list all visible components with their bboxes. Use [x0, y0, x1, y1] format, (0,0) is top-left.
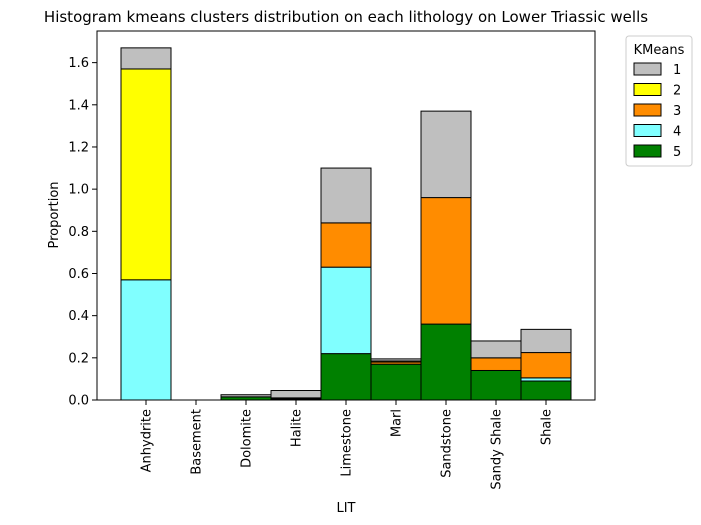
bar-shale-cluster-5: [520, 380, 572, 401]
bar-anhydrite-cluster-2: [120, 68, 172, 281]
bar-limestone-cluster-5: [320, 353, 372, 401]
legend-swatch-cluster-4: [633, 124, 662, 137]
bar-marl-cluster-5: [370, 363, 422, 401]
legend-title: KMeans: [634, 43, 685, 58]
y-axis-label: Proportion: [47, 181, 62, 248]
x-tick-label: Shale: [540, 409, 555, 445]
bar-marl-cluster-1: [370, 358, 422, 362]
legend-label-cluster-5: 5: [673, 145, 681, 160]
chart-title: Histogram kmeans clusters distribution o…: [44, 8, 648, 26]
x-axis: Anhydrite Basement Dolomite Halite Limestone…: [140, 400, 555, 490]
bar-dolomite-cluster-1: [220, 394, 272, 398]
legend-label-cluster-3: 3: [673, 104, 681, 119]
x-tick-label: Limestone: [340, 409, 355, 477]
bar-shale-cluster-1: [520, 328, 572, 354]
legend-swatch-cluster-3: [633, 103, 662, 117]
y-tick-label: 0.2: [68, 351, 89, 366]
x-tick-label: Anhydrite: [140, 409, 155, 472]
bar-sandy-shale-cluster-3: [470, 357, 522, 371]
y-tick-label: 0.8: [68, 225, 89, 240]
bar-sandy-shale-cluster-5: [470, 369, 522, 401]
legend: KMeans 1 2 3 4 5: [625, 35, 693, 167]
legend-label-cluster-2: 2: [673, 84, 681, 99]
bars-layer: [120, 47, 572, 401]
bar-sandy-shale-cluster-1: [470, 340, 522, 359]
bar-sandstone-cluster-1: [420, 110, 472, 199]
x-tick-label: Sandy Shale: [490, 409, 505, 490]
legend-items: 1 2 3 4 5: [633, 62, 681, 160]
bar-anhydrite-cluster-1: [120, 47, 172, 70]
y-tick-label: 0.6: [68, 267, 89, 282]
legend-swatch-cluster-2: [633, 83, 662, 96]
bar-limestone-cluster-3: [320, 222, 372, 268]
x-tick-label: Halite: [290, 409, 305, 447]
x-axis-label: LIT: [336, 501, 355, 516]
x-tick-label: Basement: [190, 409, 205, 475]
bar-sandstone-cluster-3: [420, 197, 472, 325]
y-tick-label: 0.0: [68, 394, 89, 409]
bar-halite-cluster-1: [270, 390, 322, 399]
bar-anhydrite-cluster-4: [120, 279, 172, 401]
y-tick-label: 0.4: [68, 309, 89, 324]
legend-label-cluster-1: 1: [673, 63, 681, 78]
x-tick-label: Sandstone: [440, 409, 455, 478]
legend-label-cluster-4: 4: [673, 125, 681, 140]
x-tick-label: Marl: [390, 409, 405, 437]
y-tick-label: 1.4: [68, 98, 89, 113]
y-tick-label: 1.0: [68, 183, 89, 198]
legend-swatch-cluster-1: [633, 62, 662, 76]
y-tick-label: 1.6: [68, 56, 89, 71]
bar-limestone-cluster-1: [320, 167, 372, 224]
x-tick-label: Dolomite: [240, 409, 255, 468]
bar-limestone-cluster-4: [320, 266, 372, 355]
bar-shale-cluster-3: [520, 352, 572, 379]
legend-swatch-cluster-5: [633, 144, 662, 158]
y-axis: 0.0 0.2 0.4 0.6 0.8 1.0 1.2 1.4 1.6: [68, 56, 97, 409]
bar-sandstone-cluster-5: [420, 323, 472, 401]
y-tick-label: 1.2: [68, 140, 89, 155]
